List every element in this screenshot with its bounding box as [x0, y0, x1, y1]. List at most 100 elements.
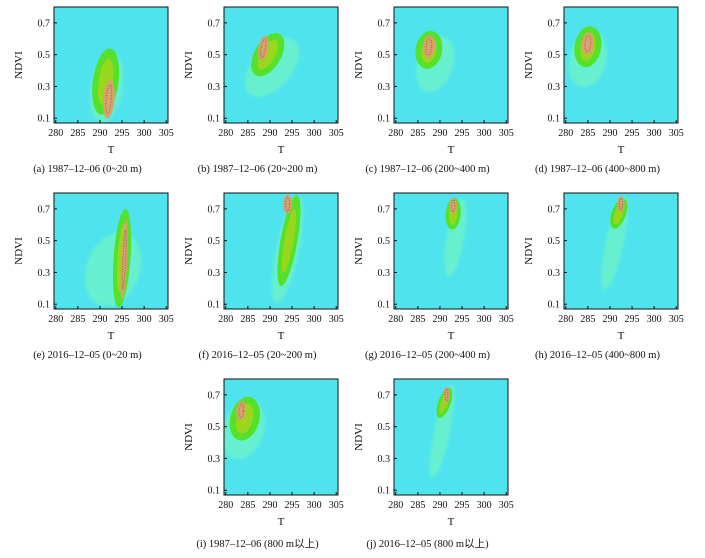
y-tick-label: 0.5 [548, 236, 561, 247]
y-axis-title: NDVI [353, 423, 365, 451]
density-peak-texture [285, 196, 291, 212]
heatmap-plot: 280 285 290 295 300 305 0.1 0.3 0.5 0.7 T NDVI [523, 6, 684, 156]
panel-caption: (c) 1987–12–06 (200~400 m) [365, 164, 490, 175]
heatmap-plot: 280 285 290 295 300 305 0.1 0.3 0.5 0.7 T NDVI [183, 192, 344, 342]
x-tick-label: 295 [455, 314, 470, 325]
plot-frame [223, 6, 339, 124]
x-axis-title: T [278, 144, 285, 156]
x-tick-label: 300 [647, 314, 662, 325]
density-peak-texture [260, 38, 267, 59]
x-axis-title: T [618, 330, 625, 342]
panel-caption: (e) 2016–12–05 (0~20 m) [33, 350, 142, 361]
x-tick-label: 295 [285, 500, 300, 511]
y-tick-label: 0.7 [38, 204, 51, 215]
x-tick-label: 290 [92, 128, 107, 139]
heatmap-panel: 280 285 290 295 300 305 0.1 0.3 0.5 0.7 T NDVI (j) 2… [340, 372, 514, 558]
density-region-high [449, 197, 457, 214]
x-tick-label: 285 [410, 500, 425, 511]
x-tick-label: 305 [329, 128, 344, 139]
x-tick-label: 290 [602, 314, 617, 325]
x-tick-label: 295 [115, 314, 130, 325]
x-tick-label: 280 [558, 128, 573, 139]
x-tick-label: 305 [159, 128, 174, 139]
plot-frame [223, 378, 339, 496]
density-region-high [581, 32, 595, 55]
y-tick-label: 0.3 [548, 82, 561, 93]
panel-caption: (g) 2016–12–05 (200~400 m) [365, 350, 490, 361]
x-tick-label: 295 [455, 128, 470, 139]
y-tick-label: 0.1 [548, 300, 561, 311]
x-tick-label: 290 [602, 128, 617, 139]
x-axis-title: T [448, 330, 455, 342]
y-tick-label: 0.1 [548, 114, 561, 125]
x-tick-label: 290 [262, 314, 277, 325]
plot-frame [563, 192, 679, 310]
x-tick-label: 305 [499, 314, 514, 325]
heatmap-plot: 280 285 290 295 300 305 0.1 0.3 0.5 0.7 T NDVI [353, 378, 514, 528]
x-tick-label: 280 [388, 314, 403, 325]
y-tick-label: 0.7 [378, 204, 391, 215]
heatmap-panel: 280 285 290 295 300 305 0.1 0.3 0.5 0.7 T NDVI (g) 2… [340, 186, 514, 372]
x-tick-label: 285 [240, 314, 255, 325]
y-tick-label: 0.3 [38, 82, 51, 93]
x-tick-label: 280 [48, 128, 63, 139]
y-axis-title: NDVI [183, 423, 195, 451]
density-layer [271, 194, 304, 304]
x-tick-label: 290 [262, 128, 277, 139]
y-tick-label: 0.1 [208, 114, 221, 125]
x-tick-label: 295 [625, 128, 640, 139]
density-region-low [444, 198, 467, 277]
plot-frame [563, 6, 679, 124]
x-tick-label: 305 [329, 500, 344, 511]
x-tick-label: 280 [218, 314, 233, 325]
y-tick-label: 0.3 [208, 268, 221, 279]
y-tick-label: 0.1 [38, 114, 51, 125]
y-tick-label: 0.3 [38, 268, 51, 279]
x-tick-label: 300 [307, 500, 322, 511]
heatmap-panel: 280 285 290 295 300 305 0.1 0.3 0.5 0.7 T NDVI (e) 2… [0, 186, 174, 372]
y-tick-label: 0.5 [548, 50, 561, 61]
plot-frame [53, 6, 169, 124]
y-tick-label: 0.3 [378, 268, 391, 279]
density-peak-texture [425, 37, 433, 56]
x-tick-label: 305 [329, 314, 344, 325]
y-tick-label: 0.5 [208, 236, 221, 247]
heatmap-plot: 280 285 290 295 300 305 0.1 0.3 0.5 0.7 T NDVI [523, 192, 684, 342]
x-tick-label: 305 [669, 314, 684, 325]
x-axis-title: T [108, 144, 115, 156]
y-tick-label: 0.1 [208, 300, 221, 311]
x-tick-label: 300 [647, 128, 662, 139]
y-tick-label: 0.7 [208, 390, 221, 401]
y-axis-title: NDVI [523, 51, 535, 79]
x-tick-label: 295 [455, 500, 470, 511]
x-tick-label: 295 [625, 314, 640, 325]
y-axis-title: NDVI [353, 237, 365, 265]
heatmap-panel: 280 285 290 295 300 305 0.1 0.3 0.5 0.7 T NDVI (f) 2… [170, 186, 344, 372]
density-layer [415, 30, 455, 92]
density-region-core [281, 208, 297, 273]
x-tick-label: 280 [558, 314, 573, 325]
y-tick-label: 0.5 [38, 236, 51, 247]
density-region-high [283, 194, 293, 214]
plot-frame [223, 192, 339, 310]
density-peak-texture [584, 34, 592, 53]
plot-frame [393, 192, 509, 310]
panel-caption: (j) 2016–12–05 (800 m以上) [366, 539, 489, 550]
y-tick-label: 0.3 [378, 454, 391, 465]
x-tick-label: 305 [499, 128, 514, 139]
heatmap-plot: 280 285 290 295 300 305 0.1 0.3 0.5 0.7 T NDVI [183, 378, 344, 528]
panel-caption: (h) 2016–12–05 (400~800 m) [535, 350, 660, 361]
density-layer [85, 209, 142, 308]
x-tick-label: 285 [70, 128, 85, 139]
y-tick-label: 0.3 [378, 82, 391, 93]
heatmap-plot: 280 285 290 295 300 305 0.1 0.3 0.5 0.7 T NDVI [353, 192, 514, 342]
density-layer [601, 196, 628, 291]
density-layer [429, 384, 455, 479]
x-axis-title: T [618, 144, 625, 156]
y-tick-label: 0.5 [208, 50, 221, 61]
x-tick-label: 290 [432, 128, 447, 139]
x-tick-label: 300 [137, 314, 152, 325]
y-tick-label: 0.7 [548, 204, 561, 215]
x-tick-label: 295 [115, 128, 130, 139]
y-tick-label: 0.1 [38, 300, 51, 311]
